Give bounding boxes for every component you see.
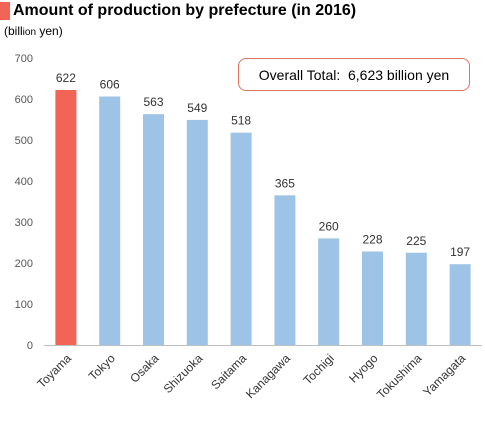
data-label: 549 (187, 101, 207, 115)
y-tick-label: 200 (15, 258, 33, 270)
bar-osaka (143, 114, 164, 345)
overall-total-label: Overall Total: 6,623 billion yen (258, 66, 450, 83)
bar-saitama (230, 132, 252, 345)
bar-tochigi (318, 238, 340, 345)
data-label: 197 (450, 245, 470, 259)
category-label: Tokushima (374, 351, 425, 402)
data-label: 228 (362, 233, 382, 247)
category-label: Tochigi (301, 351, 337, 387)
unit-part-main: (bill (4, 24, 23, 38)
y-tick-label: 100 (15, 299, 33, 311)
y-tick-label: 0 (27, 340, 33, 352)
data-label: 225 (406, 234, 426, 248)
category-label: Kanagawa (243, 351, 293, 401)
category-label: Hyogo (346, 351, 381, 386)
y-tick-label: 300 (15, 217, 33, 229)
bar-tokyo (99, 96, 121, 345)
category-label: Yamagata (420, 351, 468, 399)
bar-yamagata (449, 264, 471, 345)
y-tick-label: 500 (15, 135, 33, 147)
data-label: 606 (100, 78, 120, 92)
data-label: 365 (275, 176, 295, 190)
bar-hyogo (362, 251, 383, 345)
bars (55, 89, 471, 345)
y-unit-label: (billion yen) (4, 24, 63, 38)
category-label: Saitama (208, 351, 249, 392)
data-label: 260 (319, 219, 339, 233)
data-label: 563 (143, 95, 163, 109)
category-label: Shizuoka (161, 351, 206, 396)
bar-toyama (55, 89, 77, 345)
y-tick-label: 400 (15, 176, 33, 188)
bar-kanagawa (274, 195, 296, 345)
y-tick-label: 700 (15, 53, 33, 65)
chart-title-text: Amount of production by prefecture (in 2… (13, 2, 357, 19)
title-marker (0, 2, 10, 20)
data-labels: 622 606 563 549 518 365 260 228 225 197 (56, 71, 471, 259)
y-tick-label: 600 (15, 94, 33, 106)
data-label: 622 (56, 71, 76, 85)
data-label: 518 (231, 114, 251, 128)
bar-shizuoka (186, 119, 208, 345)
chart-title: Amount of production by prefecture (in 2… (0, 0, 356, 22)
category-label: Osaka (127, 351, 162, 386)
category-label: Tokyo (86, 351, 118, 383)
overall-total-box: Overall Total: 6,623 billion yen (238, 58, 470, 91)
unit-part-end: yen) (36, 24, 63, 38)
bar-tokushima (405, 252, 427, 345)
category-label: Toyama (34, 351, 74, 391)
unit-part-small: ion (22, 27, 37, 38)
y-axis-ticks: 0 100 200 300 400 500 600 700 (15, 53, 33, 352)
